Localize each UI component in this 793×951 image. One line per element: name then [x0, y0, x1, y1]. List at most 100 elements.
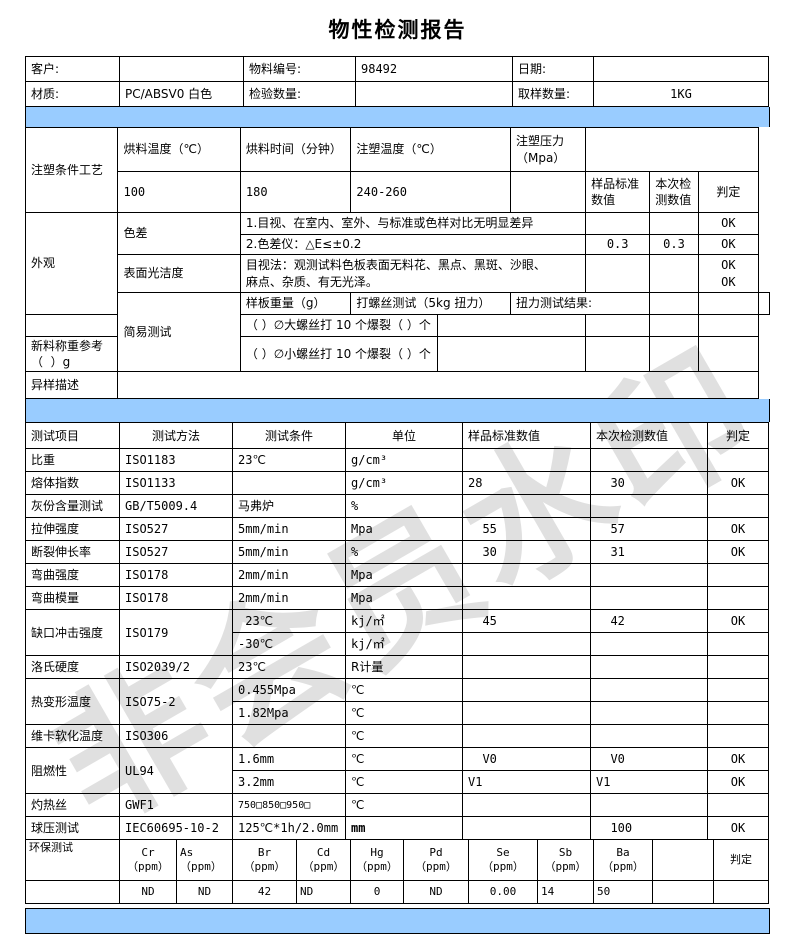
row-label-tensile-strength: 拉伸强度	[25, 517, 120, 542]
table-cell: 55	[462, 517, 591, 542]
table-cell	[462, 816, 591, 841]
row-label-anomaly-description: 异样描述	[24, 371, 119, 400]
label-date: 日期:	[512, 56, 594, 82]
environment-test-table: 环保测试 Cr （ppm） As （ppm） Br （ppm） Cd （ppm） Hg （…	[25, 839, 770, 905]
table-cell: 30	[462, 540, 591, 565]
physical-test-table: 测试项目 测试方法 测试条件 单位 样品标准数值 本次检测数值 判定 比重 ISO1183 23℃…	[25, 422, 770, 841]
judgement-cell: OK	[707, 747, 769, 772]
table-row: 异样描述	[24, 371, 770, 400]
table-cell: ISO306	[119, 724, 233, 749]
col-header-judgement: 判定	[707, 422, 769, 450]
table-cell	[697, 335, 760, 373]
table-row: 表面光洁度 目视法：观测试料色板表面无料花、黑点、黑斑、沙眼、 麻点、杂质、有无光…	[26, 254, 770, 293]
physical-test-table: 测试项目 测试方法 测试条件 单位 样品标准数值 本次检测数值 判定 比重 ISO1183 23℃…	[25, 422, 769, 841]
value-se: 0.00	[468, 880, 538, 905]
label-material: 材质:	[25, 81, 120, 107]
table-row: 灰份含量测试 GB/T5009.4 马弗炉%	[25, 494, 769, 519]
value-pd: ND	[403, 880, 469, 905]
table-cell	[649, 314, 699, 337]
table-cell: 57	[590, 517, 708, 542]
table-row: 简易测试 样板重量（g） 打螺丝测试（5kg 扭力） 扭力测试结果:	[26, 291, 770, 373]
table-row: 比重 ISO1183 23℃ g/cm³	[25, 448, 769, 473]
table-cell	[707, 724, 769, 749]
table-row: 2.色差仪：△E≤±0.2 0.3 0.3 OK	[26, 234, 770, 255]
table-cell	[24, 314, 119, 337]
table-cell: Mpa	[345, 586, 463, 611]
table-cell: kj/㎡	[345, 609, 463, 634]
table-cell: 0.455Mpa	[232, 678, 346, 703]
table-row: 1.82Mpa ℃	[26, 701, 769, 726]
col-header-standard-value: 样品标准 数值	[585, 171, 651, 213]
table-cell: 23℃	[232, 655, 346, 680]
table-row: 弯曲强度 ISO178 2mm/min Mpa	[25, 563, 769, 588]
table-cell	[462, 793, 591, 818]
table-cell: ℃	[345, 770, 463, 795]
row-label-glow-wire: 灼热丝	[25, 793, 120, 818]
table-cell	[697, 292, 760, 315]
value-drying-temp: 100	[117, 171, 241, 213]
table-cell: ISO527	[119, 540, 233, 565]
label-customer: 客户:	[25, 56, 120, 82]
judgement-cell: OK	[707, 770, 769, 795]
table-cell: -30℃	[232, 632, 346, 657]
desc-surface-finish: 目视法：观测试料色板表面无料花、黑点、黑斑、沙眼、 麻点、杂质、有无光泽。	[239, 254, 587, 293]
table-cell	[25, 880, 120, 905]
value-date	[593, 56, 769, 82]
table-cell: IEC60695-10-2	[119, 816, 233, 841]
table-cell	[707, 448, 769, 473]
col-header-unit: 单位	[345, 422, 463, 450]
col-header-standard-value: 样品标准数值	[462, 422, 591, 450]
table-cell: 3.2mm	[232, 770, 346, 795]
value-material: PC/ABSV0 白色	[119, 81, 244, 107]
table-cell	[590, 494, 708, 519]
table-cell	[758, 292, 770, 315]
table-cell: 1.82Mpa	[232, 701, 346, 726]
table-row: 拉伸强度 ISO527 5mm/min Mpa 55 57 OK	[25, 517, 769, 542]
table-cell: ISO2039/2	[119, 655, 233, 680]
table-cell	[652, 839, 714, 882]
value-inspection-qty	[355, 81, 513, 107]
table-cell: %	[345, 540, 463, 565]
table-cell: ℃	[345, 793, 463, 818]
row-label-melt-index: 熔体指数	[25, 471, 120, 496]
value-anomaly-description	[117, 371, 759, 400]
table-cell	[462, 701, 591, 726]
table-cell: 5mm/min	[232, 517, 346, 542]
table-cell	[590, 724, 708, 749]
col-header-sb: Sb （ppm）	[537, 839, 594, 882]
label-drying-temp: 烘料温度（℃）	[117, 127, 241, 172]
table-cell	[649, 212, 699, 235]
table-row: 新料称重参考（ ）g （ ）∅小螺丝打 10 个爆裂（ ）个	[24, 335, 770, 373]
table-cell: V0	[462, 747, 591, 772]
table-cell: ISO178	[119, 586, 233, 611]
info-table: 客户: 物料编号: 98492 日期: 材质: PC/ABSV0 白色 检验数量: 取样数量:…	[25, 56, 770, 107]
separator-band-middle	[25, 399, 770, 423]
col-header-measured-value: 本次检测数值	[590, 422, 708, 450]
label-inspection-qty: 检验数量:	[243, 81, 356, 107]
table-cell: GB/T5009.4	[119, 494, 233, 519]
table-row: 断裂伸长率 ISO527 5mm/min% 30 31 OK	[25, 540, 769, 565]
table-cell: mm	[345, 816, 463, 841]
table-cell	[462, 494, 591, 519]
col-header-as: As （ppm）	[176, 839, 233, 882]
table-row: 灼热丝 GWF1 750□850□950□ ℃	[25, 793, 769, 818]
table-row: 外观 色差 1.目视、在室内、室外、与标准或色样对比无明显差异 OK	[24, 212, 770, 315]
value-sb: 14	[537, 880, 594, 905]
table-cell: 28	[462, 471, 591, 496]
table-cell	[707, 494, 769, 519]
table-row: -30℃ kj/㎡	[26, 632, 769, 657]
label-torque-result: 扭力测试结果:	[509, 292, 651, 315]
table-cell: ℃	[345, 701, 463, 726]
table-cell	[707, 632, 769, 657]
table-cell	[585, 335, 651, 373]
table-cell: 23℃	[232, 609, 346, 634]
judgement-cell: OK	[707, 816, 769, 841]
table-row: 弯曲模量 ISO178 2mm/min Mpa	[25, 586, 769, 611]
col-header-cr: Cr （ppm）	[119, 839, 177, 882]
table-cell: 750□850□950□	[232, 793, 346, 818]
table-cell	[232, 724, 346, 749]
table-cell: ISO1183	[119, 448, 233, 473]
judgement-cell: OK OK	[697, 254, 760, 293]
table-cell: Mpa	[345, 517, 463, 542]
table-cell	[462, 632, 591, 657]
